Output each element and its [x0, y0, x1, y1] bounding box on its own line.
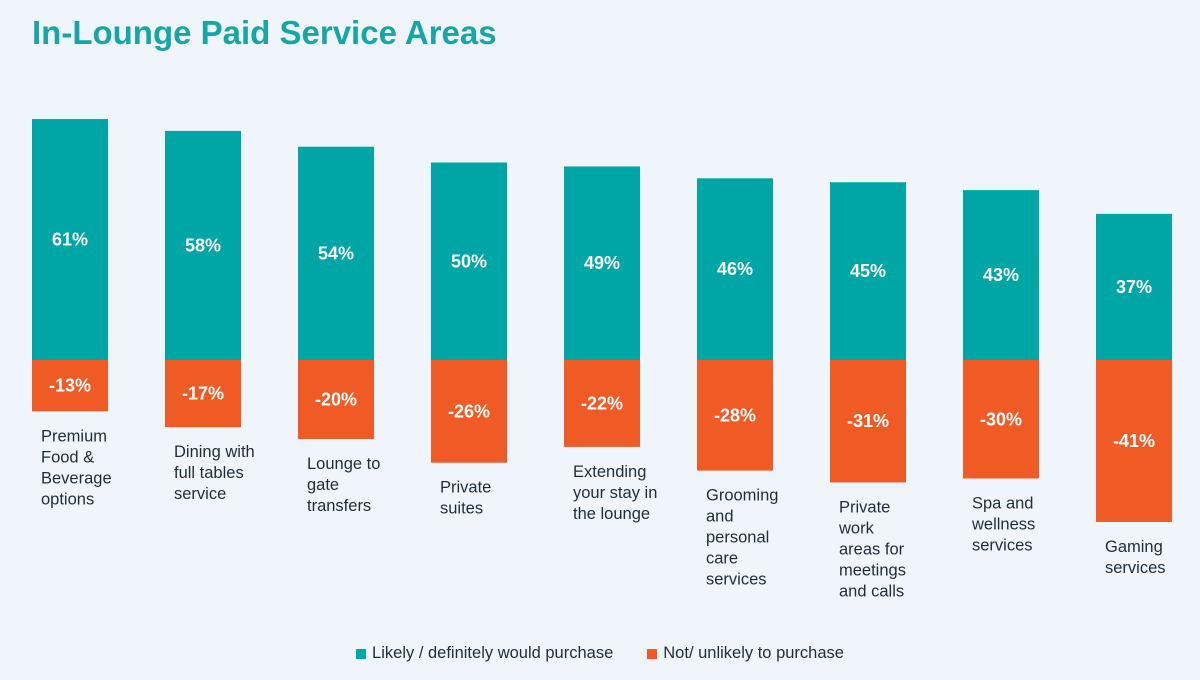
category-label-7: Spa and wellness services — [971, 495, 1035, 555]
bar-unlikely-1 — [165, 360, 241, 428]
category-label-5: Grooming and personal care services — [706, 487, 778, 589]
bar-unlikely-7 — [963, 360, 1039, 479]
bar-unlikely-3 — [431, 360, 507, 463]
legend-item-unlikely: Not/ unlikely to purchase — [647, 644, 844, 663]
legend-swatch-likely — [356, 648, 367, 659]
legend-label-likely: Likely / definitely would purchase — [372, 644, 614, 662]
data-label-likely-5: 46% — [717, 259, 753, 279]
data-label-likely-6: 45% — [850, 261, 886, 281]
chart-plot: 61% -13% Premium Food & Beverage options 58% -1… — [32, 119, 1172, 600]
bar-unlikely-4 — [564, 360, 640, 447]
data-label-likely-1: 58% — [185, 235, 221, 255]
legend-item-likely: Likely / definitely would purchase — [356, 644, 613, 663]
data-label-likely-2: 54% — [318, 243, 354, 263]
bar-likely-7 — [963, 190, 1039, 360]
data-label-unlikely-5: -28% — [714, 405, 756, 425]
bar-unlikely-2 — [298, 360, 374, 439]
bar-unlikely-8 — [1096, 360, 1172, 522]
data-label-unlikely-4: -22% — [581, 393, 623, 413]
data-label-unlikely-2: -20% — [315, 390, 357, 410]
data-label-likely-8: 37% — [1116, 277, 1152, 297]
bar-unlikely-0 — [32, 360, 108, 412]
data-label-likely-7: 43% — [983, 265, 1019, 285]
data-label-unlikely-8: -41% — [1113, 431, 1155, 451]
data-label-unlikely-0: -13% — [49, 376, 91, 396]
data-label-likely-0: 61% — [52, 230, 88, 250]
bar-likely-1 — [165, 130, 241, 360]
bar-likely-0 — [32, 119, 108, 360]
chart-title: In-Lounge Paid Service Areas — [32, 14, 497, 51]
data-label-likely-4: 49% — [584, 253, 620, 273]
category-label-3: Private suites — [440, 479, 491, 518]
bar-likely-6 — [830, 182, 906, 360]
category-label-1: Dining with full tables service — [174, 443, 255, 503]
bar-unlikely-5 — [697, 360, 773, 471]
data-label-unlikely-6: -31% — [847, 411, 889, 431]
legend: Likely / definitely would purchase Not/ … — [0, 644, 1200, 663]
bar-likely-3 — [431, 162, 507, 360]
category-label-0: Premium Food & Beverage options — [41, 427, 112, 508]
bar-likely-4 — [564, 166, 640, 360]
bar-likely-5 — [697, 178, 773, 360]
bar-unlikely-6 — [830, 360, 906, 483]
legend-swatch-unlikely — [647, 648, 658, 659]
category-label-4: Extending your stay in the lounge — [573, 463, 657, 523]
bar-likely-2 — [298, 146, 374, 360]
data-label-likely-3: 50% — [451, 251, 487, 271]
data-label-unlikely-3: -26% — [448, 401, 490, 421]
bar-likely-8 — [1096, 213, 1172, 360]
category-label-6: Private work areas for meetings and calls — [838, 498, 906, 600]
category-label-8: Gaming services — [1105, 538, 1166, 577]
legend-label-unlikely: Not/ unlikely to purchase — [663, 644, 844, 662]
data-label-unlikely-1: -17% — [182, 384, 224, 404]
data-label-unlikely-7: -30% — [980, 409, 1022, 429]
category-label-2: Lounge to gate transfers — [307, 455, 380, 515]
